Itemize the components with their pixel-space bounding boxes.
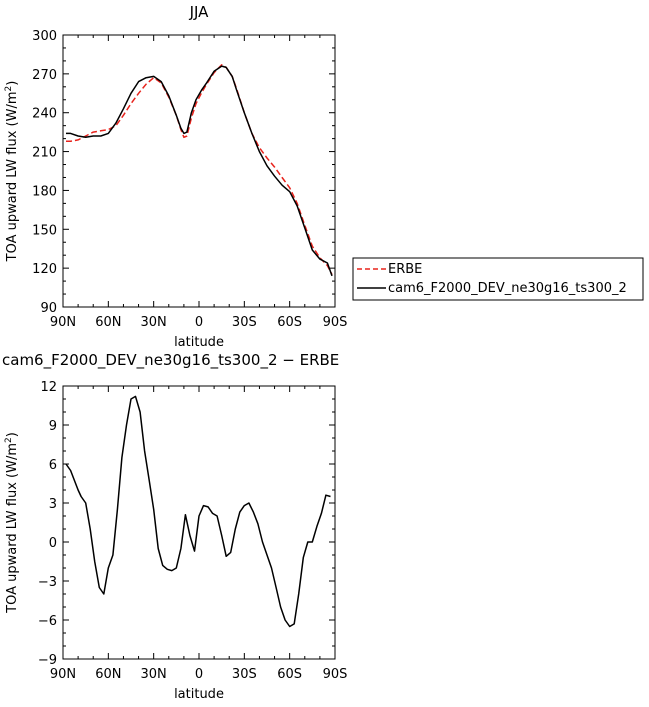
bottom-panel: cam6_F2000_DEV_ne30g16_ts300_2 − ERBE −9…: [2, 351, 347, 702]
bottom-y-axis-label: TOA upward LW flux (W/m2): [4, 432, 20, 614]
x-tick-label: 90S: [323, 667, 348, 682]
legend-label-erbe: ERBE: [388, 262, 422, 277]
legend-label-model: cam6_F2000_DEV_ne30g16_ts300_2: [388, 281, 627, 296]
y-tick-label: 0: [49, 536, 57, 551]
top-series-group: [66, 64, 333, 277]
x-tick-label: 30N: [141, 667, 167, 682]
bottom-series-group: [65, 395, 331, 628]
y-tick-label: 12: [40, 380, 57, 395]
x-tick-label: 30N: [141, 315, 167, 330]
y-tick-label: 300: [32, 29, 57, 44]
x-tick-label: 30S: [232, 667, 257, 682]
x-tick-label: 60S: [277, 667, 302, 682]
y-tick-label: 90: [40, 301, 57, 316]
series-line-erbe: [66, 64, 333, 275]
top-y-axis-label: TOA upward LW flux (W/m2): [4, 81, 20, 263]
x-tick-label: 60S: [277, 315, 302, 330]
y-tick-label: −9: [38, 653, 57, 668]
y-tick-label: 240: [32, 107, 57, 122]
bottom-plot-frame: [62, 385, 336, 660]
y-tick-label: 270: [32, 68, 57, 83]
x-tick-label: 30S: [232, 315, 257, 330]
y-tick-label: 210: [32, 146, 57, 161]
x-tick-label: 60N: [95, 667, 121, 682]
bottom-panel-title: cam6_F2000_DEV_ne30g16_ts300_2 − ERBE: [2, 351, 339, 370]
y-tick-label: −6: [38, 614, 57, 629]
top-x-axis-label: latitude: [174, 335, 224, 350]
bottom-x-axis-label: latitude: [174, 687, 224, 702]
top-plot-frame: [62, 34, 336, 308]
y-tick-label: 3: [49, 497, 57, 512]
x-tick-label: 60N: [95, 315, 121, 330]
y-tick-label: 180: [32, 184, 57, 199]
y-tick-label: 150: [32, 223, 57, 238]
top-panel-title: JJA: [189, 3, 210, 21]
top-axes-ticks: 90 120 150 180 210 240 270 300 90N 60N 30N 0 30S 60S 9…: [32, 29, 347, 330]
legend-box: [352, 257, 644, 301]
x-tick-label: 90S: [323, 315, 348, 330]
y-tick-label: 6: [49, 458, 57, 473]
x-tick-label: 90N: [50, 315, 76, 330]
x-tick-label: 90N: [50, 667, 76, 682]
y-tick-label: −3: [38, 575, 57, 590]
series-line-difference-0: [65, 395, 331, 628]
legend: ERBE cam6_F2000_DEV_ne30g16_ts300_2: [352, 257, 644, 301]
x-tick-label: 0: [195, 315, 203, 330]
bottom-axes-ticks: −9 −6 −3 0 3 6 9 12 90N 60N 30N 0 30S 60S 90S: [38, 380, 348, 682]
top-panel: JJA 90 120 150 180 210 240 270 300 90N 60N 30N 0 30S…: [4, 3, 347, 350]
y-tick-label: 120: [32, 262, 57, 277]
x-tick-label: 0: [195, 667, 203, 682]
series-line-cam6-f2000-dev-ne30g16-ts300-2: [66, 65, 333, 277]
y-tick-label: 9: [49, 419, 57, 434]
